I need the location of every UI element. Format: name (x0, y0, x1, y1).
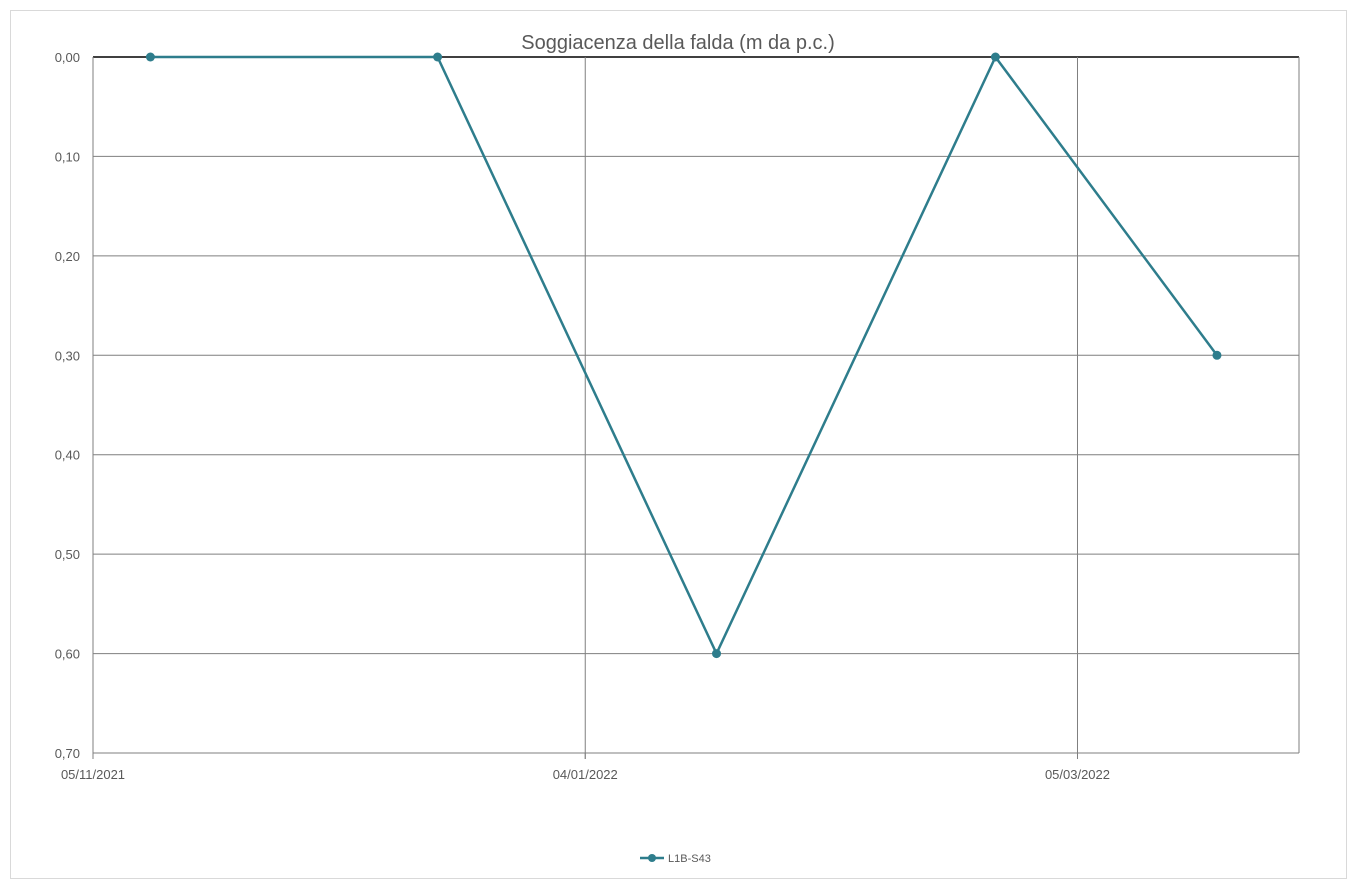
data-point[interactable] (145, 52, 155, 62)
legend-label: L1B-S43 (668, 853, 711, 865)
x-tick-label: 04/01/2022 (553, 767, 618, 782)
y-tick-label: 0,50 (55, 547, 80, 562)
y-tick-label: 0,10 (55, 149, 80, 164)
x-tick-label: 05/03/2022 (1045, 767, 1110, 782)
grid-layer (93, 56, 1299, 759)
data-point[interactable] (1212, 350, 1222, 360)
legend-marker (648, 854, 656, 862)
series-layer (145, 52, 1222, 659)
y-tick-label: 0,40 (55, 448, 80, 463)
data-point[interactable] (433, 52, 443, 62)
x-tick-label: 05/11/2021 (61, 767, 125, 782)
y-tick-label: 0,70 (55, 746, 80, 761)
y-tick-label: 0,30 (55, 348, 80, 363)
data-point[interactable] (990, 52, 1000, 62)
chart-frame (10, 10, 1347, 879)
chart-title: Soggiacenza della falda (m da p.c.) (521, 32, 835, 54)
axis-layer: 0,00 0,10 0,20 0,30 0,40 0,50 0,60 0,70 05/11/20… (55, 50, 1300, 782)
y-tick-label: 0,00 (55, 50, 80, 65)
y-tick-label: 0,20 (55, 249, 80, 264)
y-tick-label: 0,60 (55, 647, 80, 662)
data-point[interactable] (712, 649, 722, 659)
legend: L1B-S43 (640, 853, 711, 865)
